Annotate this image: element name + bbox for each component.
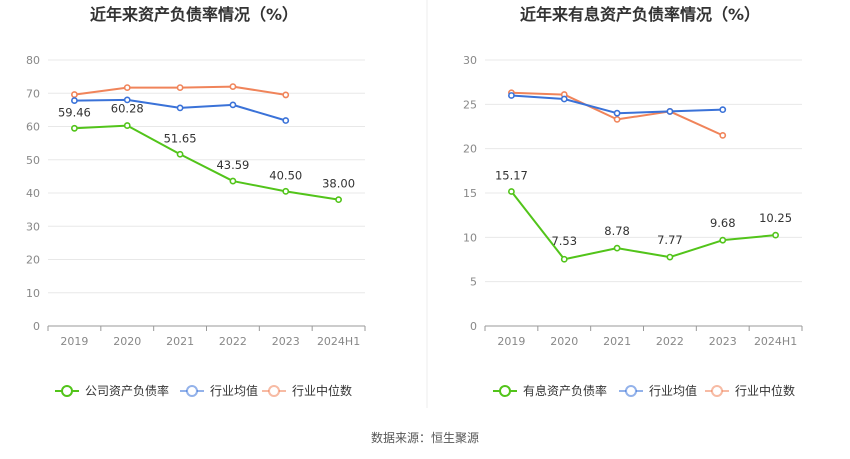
x-tick-label: 2020 [550, 335, 578, 348]
y-tick-label: 50 [26, 154, 40, 167]
data-point-industry_median [123, 84, 131, 91]
legend-marker [499, 385, 511, 397]
y-tick-label: 0 [33, 320, 40, 333]
chart-1: 近年来资产负债率情况（%） 0 10 20 30 40 50 60 70 80 2019 2020 20… [26, 5, 366, 398]
data-label: 9.68 [710, 216, 736, 230]
data-point-industry_median [282, 91, 290, 99]
y-tick-label: 25 [463, 98, 477, 111]
legend-item-company: 公司资产负债率 [55, 383, 169, 398]
y-tick-label: 80 [26, 54, 40, 67]
data-point-company [282, 187, 290, 195]
legend-label: 有息资产负债率 [523, 383, 607, 398]
chart-2: 近年来有息资产负债率情况（%） 0 5 10 15 20 25 30 2019 2020 2021 2… [463, 5, 803, 398]
data-point-company [229, 177, 237, 185]
data-point-industry_avg [229, 101, 237, 109]
data-point-company [666, 253, 674, 261]
x-tick-label: 2019 [497, 335, 525, 348]
data-label: 43.59 [216, 158, 249, 172]
y-tick-label: 5 [470, 276, 477, 289]
legend-label: 公司资产负债率 [85, 383, 169, 398]
y-tick-label: 40 [26, 187, 40, 200]
data-point-industry_median [229, 83, 237, 90]
y-tick-label: 10 [26, 287, 40, 300]
x-tick-label: 2022 [219, 335, 247, 348]
x-tick-label: 2021 [166, 335, 194, 348]
legend-marker [625, 385, 637, 397]
legend-item-industry_median: 行业中位数 [262, 383, 352, 398]
series-line-company [74, 124, 339, 201]
chart-title: 近年来资产负债率情况（%） [90, 5, 298, 24]
data-label: 40.50 [269, 168, 302, 182]
legend-marker [186, 385, 198, 397]
data-label: 51.65 [164, 131, 197, 145]
data-point-industry_median [719, 131, 727, 139]
x-tick-label: 2021 [603, 335, 631, 348]
data-label: 15.17 [495, 168, 528, 182]
legend-item-company: 有息资产负债率 [493, 383, 607, 398]
x-tick-label: 2023 [709, 335, 737, 348]
data-point-industry_median [613, 116, 621, 123]
legend-label: 行业均值 [210, 383, 258, 398]
legend-label: 行业中位数 [735, 383, 795, 398]
x-tick-label: 2023 [272, 335, 300, 348]
data-point-company [772, 231, 779, 239]
data-point-company [719, 236, 727, 244]
data-point-industry_avg [560, 95, 568, 103]
legend-label: 行业中位数 [292, 383, 352, 398]
y-tick-label: 30 [463, 54, 477, 67]
data-label: 7.53 [551, 234, 577, 248]
data-point-industry_avg [719, 106, 727, 114]
data-point-company [613, 244, 621, 252]
legend-marker [268, 385, 280, 397]
data-label: 7.77 [657, 233, 683, 247]
y-tick-label: 15 [463, 187, 477, 200]
data-point-industry_avg [282, 117, 290, 124]
data-point-company [560, 255, 568, 263]
x-tick-label: 2020 [113, 335, 141, 348]
data-point-industry_avg [123, 96, 131, 104]
x-tick-label: 2024H1 [754, 335, 797, 348]
data-point-industry_median [176, 84, 184, 91]
data-label: 59.46 [58, 105, 91, 119]
data-point-company [123, 122, 131, 129]
y-tick-label: 30 [26, 220, 40, 233]
legend-item-industry_avg: 行业均值 [180, 383, 258, 398]
source-label: 数据来源：恒生聚源 [371, 430, 479, 445]
data-point-industry_avg [176, 104, 184, 112]
data-label: 60.28 [111, 102, 144, 116]
data-point-industry_avg [508, 92, 515, 99]
data-label: 38.00 [322, 177, 355, 191]
y-tick-label: 60 [26, 121, 40, 134]
legend-item-industry_median: 行业中位数 [705, 383, 795, 398]
data-point-industry_avg [613, 109, 621, 117]
data-point-company [508, 188, 515, 195]
legend-label: 行业均值 [649, 383, 697, 398]
data-label: 8.78 [604, 224, 630, 238]
y-tick-label: 10 [463, 231, 477, 244]
legend-item-industry_avg: 行业均值 [619, 383, 697, 398]
data-point-industry_avg [666, 108, 674, 115]
series-line-company [510, 190, 776, 261]
y-tick-label: 20 [26, 254, 40, 267]
y-tick-label: 70 [26, 87, 40, 100]
data-point-industry_median [71, 91, 78, 98]
chart-title: 近年来有息资产负债率情况（%） [520, 5, 760, 24]
data-point-company [71, 124, 78, 132]
legend-marker [61, 385, 73, 397]
data-point-industry_avg [71, 97, 78, 104]
y-tick-label: 0 [470, 320, 477, 333]
data-label: 10.25 [759, 211, 792, 225]
legend-marker [711, 385, 723, 397]
x-tick-label: 2024H1 [317, 335, 360, 348]
y-tick-label: 20 [463, 143, 477, 156]
data-point-company [335, 196, 342, 204]
x-tick-label: 2022 [656, 335, 684, 348]
data-point-company [176, 150, 184, 158]
x-tick-label: 2019 [60, 335, 88, 348]
